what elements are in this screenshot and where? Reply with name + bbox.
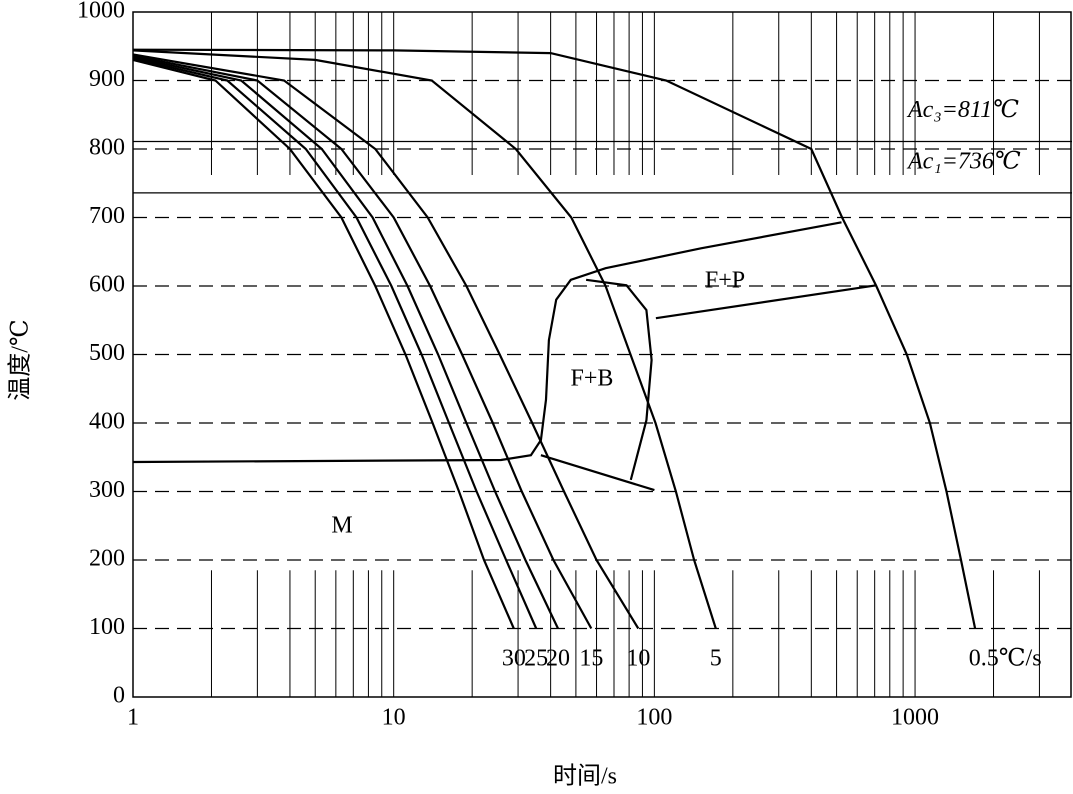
y-axis-label: 温度/℃ bbox=[7, 319, 34, 401]
y-tick-label: 100 bbox=[89, 614, 125, 640]
curve-label: 30 bbox=[502, 646, 526, 672]
phase-boundary bbox=[132, 221, 842, 464]
x-tick-label: 100 bbox=[636, 705, 672, 731]
y-tick-label: 700 bbox=[89, 203, 125, 229]
x-tick-label: 1 bbox=[127, 705, 139, 731]
cooling-curve bbox=[132, 57, 538, 629]
y-tick-label: 900 bbox=[89, 66, 125, 92]
reference-label: Ac₁=736℃ bbox=[906, 148, 1021, 174]
phase-boundary bbox=[540, 454, 655, 492]
y-tick-label: 500 bbox=[89, 340, 125, 366]
x-axis-label: 时间/s bbox=[553, 763, 617, 790]
y-tick-label: 300 bbox=[89, 477, 125, 503]
cooling-curve bbox=[132, 58, 515, 629]
y-tick-label: 1000 bbox=[77, 0, 125, 24]
curve-label: 0.5℃/s bbox=[969, 646, 1042, 672]
cooling-curve bbox=[132, 53, 640, 630]
curve-label: 25 bbox=[524, 646, 548, 672]
cooling-curve bbox=[132, 54, 593, 630]
y-tick-label: 800 bbox=[89, 135, 125, 161]
cooling-curve bbox=[132, 49, 717, 629]
region-label: M bbox=[331, 513, 352, 539]
y-tick-label: 400 bbox=[89, 409, 125, 435]
y-tick-label: 600 bbox=[89, 272, 125, 298]
region-label: F+B bbox=[571, 366, 614, 392]
region-label: F+P bbox=[705, 268, 745, 294]
curve-label: 15 bbox=[579, 646, 603, 672]
cooling-curve bbox=[132, 48, 977, 629]
curve-label: 20 bbox=[546, 646, 570, 672]
phase-boundary bbox=[585, 278, 653, 481]
phase-boundary bbox=[655, 284, 877, 320]
curve-label: 10 bbox=[626, 646, 650, 672]
curve-label: 5 bbox=[710, 646, 722, 672]
y-tick-label: 0 bbox=[113, 683, 125, 709]
x-tick-label: 1000 bbox=[891, 705, 939, 731]
y-tick-label: 200 bbox=[89, 546, 125, 572]
reference-label: Ac₃=811℃ bbox=[906, 97, 1019, 123]
x-tick-label: 10 bbox=[382, 705, 406, 731]
cooling-curve bbox=[132, 56, 559, 629]
